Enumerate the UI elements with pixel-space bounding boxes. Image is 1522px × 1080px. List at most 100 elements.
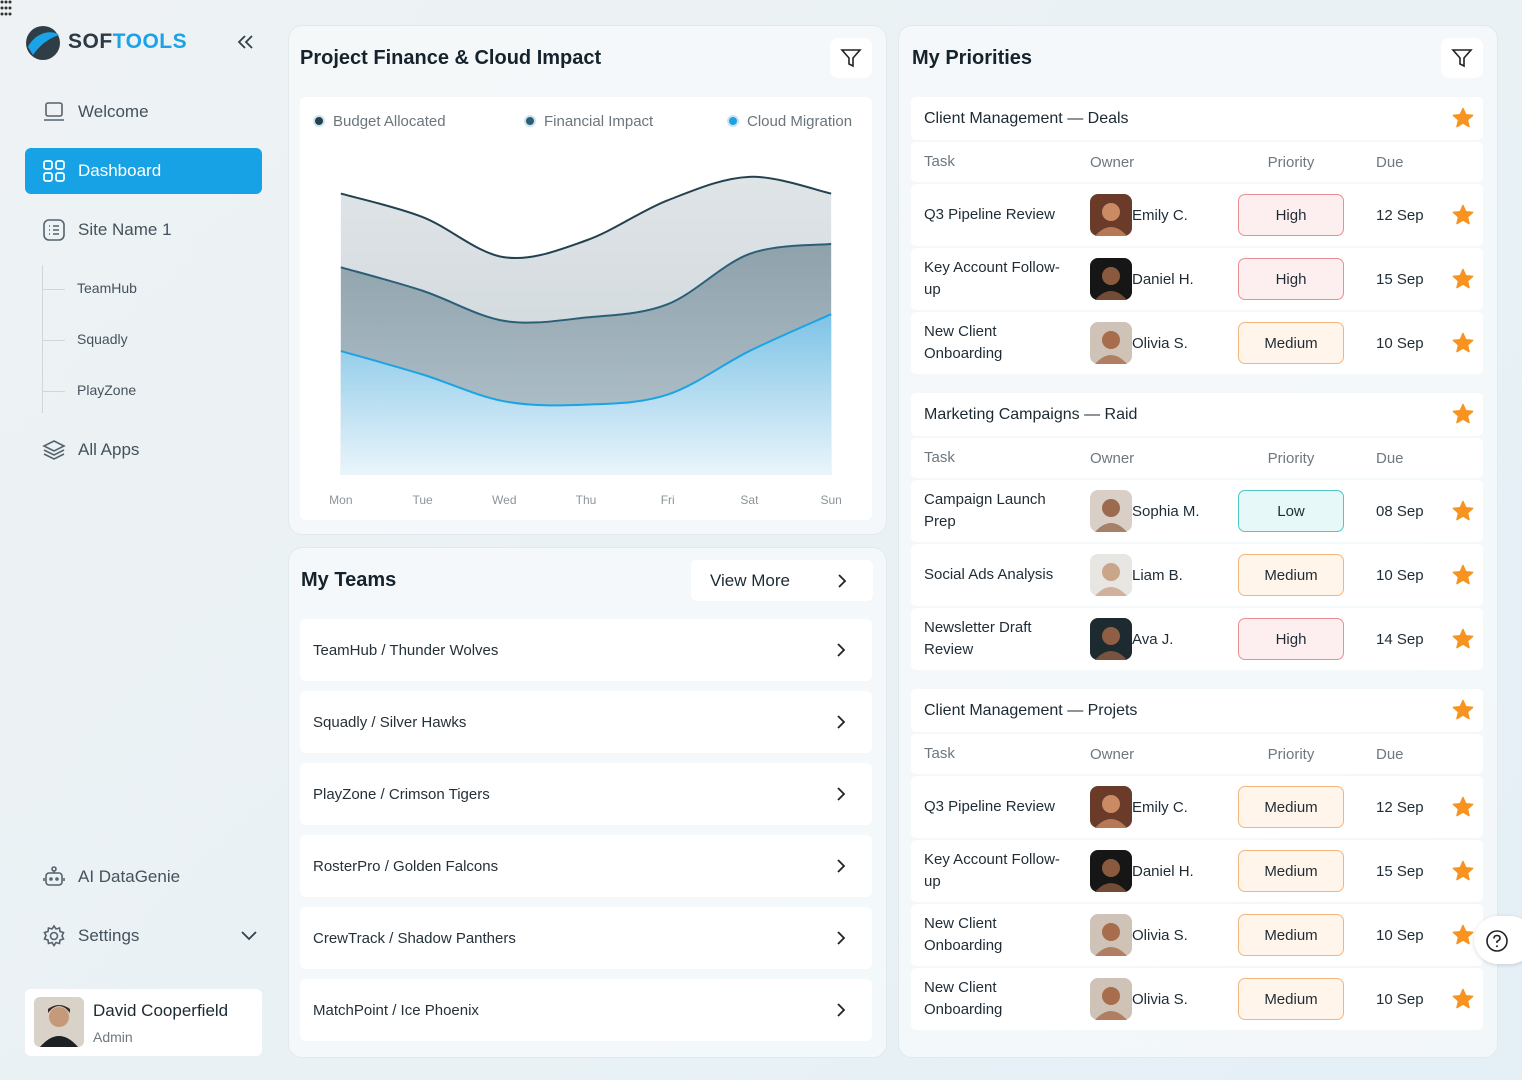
chevron — [837, 931, 846, 945]
team-row[interactable]: Squadly / Silver Hawks — [300, 691, 872, 753]
star-button[interactable] — [1452, 268, 1474, 290]
task-row[interactable]: Newsletter Draft Review Ava J. High 14 Sep — [911, 608, 1483, 670]
star-button[interactable] — [1452, 699, 1474, 721]
task-row[interactable]: Social Ads Analysis Liam B. Medium 10 Sep — [911, 544, 1483, 606]
more-menu[interactable] — [4, 0, 8, 16]
brand-second: TOOLS — [112, 30, 188, 53]
view-more-button[interactable]: View More — [691, 560, 873, 601]
task-name: Social Ads Analysis — [924, 566, 1054, 583]
nav-welcome[interactable]: Welcome — [25, 89, 262, 135]
brand-first: SOF — [68, 30, 113, 53]
star-button[interactable] — [1452, 107, 1474, 129]
nav-dashboard[interactable]: Dashboard — [25, 148, 262, 194]
icon — [42, 440, 66, 460]
nav-site[interactable]: Site Name 1 — [25, 207, 262, 253]
priority-group: Marketing Campaigns — Raid Task Owner Prior… — [911, 393, 1483, 672]
collapse-button[interactable] — [236, 33, 254, 51]
dot — [0, 12, 4, 16]
task-name: New Client Onboarding — [924, 323, 1003, 362]
task-row[interactable]: Campaign Launch Prep Sophia M. Low 08 Sep — [911, 480, 1483, 542]
user-card[interactable]: David Cooperfield Admin — [25, 989, 262, 1056]
star-button[interactable] — [1452, 204, 1474, 226]
chevron-path — [837, 715, 846, 729]
legend-marker — [313, 115, 325, 127]
due-date: 10 Sep — [1376, 990, 1424, 1008]
owner-name: Daniel H. — [1132, 862, 1194, 880]
team-row[interactable]: RosterPro / Golden Falcons — [300, 835, 872, 897]
star-button[interactable] — [1452, 332, 1474, 354]
due-date: 12 Sep — [1376, 206, 1424, 224]
task-name: Key Account Follow-up — [924, 851, 1060, 890]
avatar-face — [1102, 795, 1120, 813]
column-header: Task — [924, 153, 955, 170]
star-icon — [1452, 332, 1474, 353]
star-button[interactable] — [1452, 403, 1474, 425]
dot — [4, 6, 8, 10]
priority-badge: Medium — [1238, 554, 1344, 596]
task-row[interactable]: Q3 Pipeline Review Emily C. High 12 Sep — [911, 184, 1483, 246]
priority-badge: Medium — [1238, 322, 1344, 364]
star-button[interactable] — [1452, 860, 1474, 882]
dot — [8, 0, 12, 4]
task-row[interactable]: Key Account Follow-up Daniel H. High 15 Sep — [911, 248, 1483, 310]
nav-settings[interactable]: Settings — [25, 913, 262, 959]
task-row[interactable]: Q3 Pipeline Review Emily C. Medium 12 Sep — [911, 776, 1483, 838]
owner-name: Emily C. — [1132, 798, 1188, 816]
star-button[interactable] — [1452, 564, 1474, 586]
due-date: 15 Sep — [1376, 270, 1424, 288]
task-row[interactable]: Key Account Follow-up Daniel H. Medium 15 S… — [911, 840, 1483, 902]
team-row[interactable]: MatchPoint / Ice Phoenix — [300, 979, 872, 1041]
nav-label: Settings — [78, 926, 140, 945]
avatar-face — [1102, 859, 1120, 877]
tree-branch — [43, 289, 65, 290]
star-button[interactable] — [1452, 628, 1474, 650]
owner: Daniel H. — [1090, 850, 1194, 892]
star-button[interactable] — [1452, 988, 1474, 1010]
tree-branch — [43, 340, 65, 341]
filter-button[interactable] — [1441, 38, 1483, 78]
avatar-body — [1095, 883, 1127, 892]
priority-badge: Medium — [1238, 978, 1344, 1020]
panel-title: My Priorities — [912, 47, 1033, 69]
filter-button[interactable] — [830, 38, 872, 78]
avatar-face — [1102, 203, 1120, 221]
sub-nav-item[interactable]: Squadly — [77, 331, 128, 347]
team-row[interactable]: PlayZone / Crimson Tigers — [300, 763, 872, 825]
more-menu[interactable] — [0, 0, 4, 16]
button-label: View More — [710, 570, 790, 590]
group-name: Marketing Campaigns — Raid — [924, 405, 1138, 423]
legend-item[interactable]: Budget Allocated — [313, 113, 446, 130]
priority-badge: Low — [1238, 490, 1344, 532]
task-row[interactable]: New Client Onboarding Olivia S. Medium 10 S… — [911, 312, 1483, 374]
more-menu[interactable] — [8, 0, 12, 16]
nav-ai[interactable]: AI DataGenie — [25, 854, 262, 900]
owner: Emily C. — [1090, 786, 1188, 828]
star-icon — [1452, 699, 1474, 720]
help-button[interactable] — [1474, 916, 1522, 964]
owner: Olivia S. — [1090, 978, 1188, 1020]
team-name: RosterPro / Golden Falcons — [313, 857, 499, 875]
sub-nav-item[interactable]: TeamHub — [77, 280, 137, 296]
avatar-face — [1102, 499, 1120, 517]
star-button[interactable] — [1452, 796, 1474, 818]
line — [340, 242, 832, 324]
team-row[interactable]: CrewTrack / Shadow Panthers — [300, 907, 872, 969]
star-button[interactable] — [1452, 500, 1474, 522]
owner-name: Emily C. — [1132, 206, 1188, 224]
task-row[interactable]: New Client Onboarding Olivia S. Medium 10 S… — [911, 904, 1483, 966]
sub-nav-item[interactable]: PlayZone — [77, 382, 137, 398]
owner-name: Sophia M. — [1132, 502, 1200, 520]
avatar-face — [1102, 627, 1120, 645]
avatar-face — [1102, 267, 1120, 285]
team-row[interactable]: TeamHub / Thunder Wolves — [300, 619, 872, 681]
nav-all-apps[interactable]: All Apps — [25, 427, 262, 473]
legend-item[interactable]: Financial Impact — [524, 113, 654, 130]
task-row[interactable]: New Client Onboarding Olivia S. Medium 10 S… — [911, 968, 1483, 1030]
chart-card: Budget Allocated Financial Impact Cloud Mi… — [300, 97, 872, 520]
star-button[interactable] — [1452, 924, 1474, 946]
x-tick-label: Sun — [820, 493, 841, 507]
legend-item[interactable]: Cloud Migration — [727, 113, 852, 130]
group-header: Marketing Campaigns — Raid — [911, 393, 1483, 436]
user-role: Admin — [93, 1029, 133, 1045]
